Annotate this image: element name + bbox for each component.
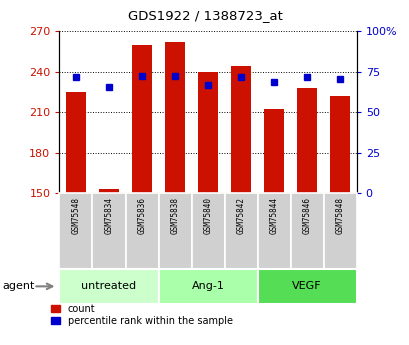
Bar (191, 193, 224, 269)
Bar (330, 96, 349, 193)
Bar (165, 42, 184, 193)
Text: GSM75842: GSM75842 (236, 197, 245, 234)
Text: GSM75846: GSM75846 (302, 197, 311, 234)
Bar (257, 193, 290, 269)
Bar (198, 71, 218, 193)
Bar (158, 269, 257, 304)
Bar (92, 193, 125, 269)
Text: GSM75548: GSM75548 (71, 197, 80, 234)
Bar (263, 109, 283, 193)
Bar (297, 88, 316, 193)
Bar (132, 45, 152, 193)
Text: untreated: untreated (81, 282, 136, 291)
Text: VEGF: VEGF (292, 282, 321, 291)
Text: GSM75836: GSM75836 (137, 197, 146, 234)
Bar (231, 66, 250, 193)
Bar (290, 193, 323, 269)
Bar (59, 193, 92, 269)
Legend: count, percentile rank within the sample: count, percentile rank within the sample (51, 304, 232, 326)
Text: GDS1922 / 1388723_at: GDS1922 / 1388723_at (127, 9, 282, 22)
Bar (99, 189, 119, 193)
Bar (66, 92, 85, 193)
Text: GSM75844: GSM75844 (269, 197, 278, 234)
Bar (224, 193, 257, 269)
Text: GSM75848: GSM75848 (335, 197, 344, 234)
Text: GSM75834: GSM75834 (104, 197, 113, 234)
Text: Ang-1: Ang-1 (191, 282, 224, 291)
Bar (158, 193, 191, 269)
Text: agent: agent (2, 282, 34, 291)
Bar (257, 269, 356, 304)
Bar (59, 269, 158, 304)
Bar (125, 193, 158, 269)
Text: GSM75838: GSM75838 (170, 197, 179, 234)
Text: GSM75840: GSM75840 (203, 197, 212, 234)
Bar (323, 193, 356, 269)
